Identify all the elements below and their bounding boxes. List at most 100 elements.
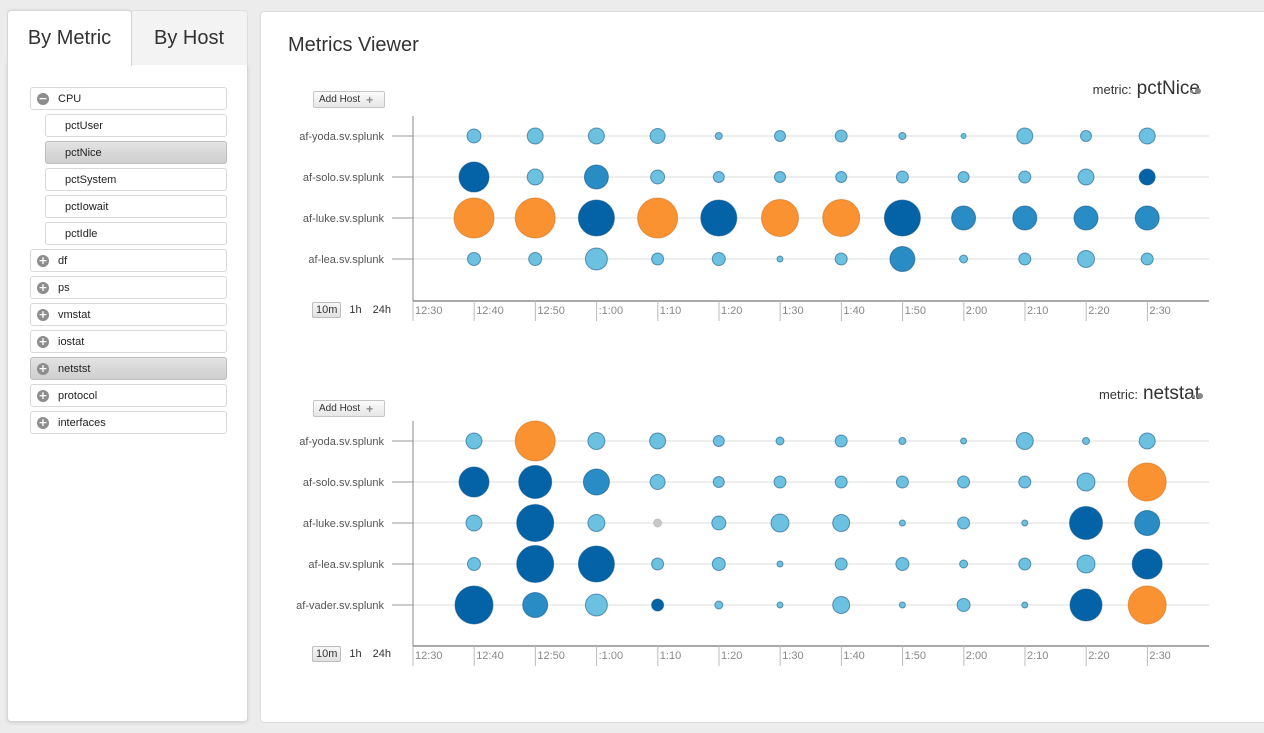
- expand-icon[interactable]: +: [37, 307, 49, 321]
- bubble-af-luke-9: [1021, 519, 1029, 527]
- tab-by-host[interactable]: By Host: [130, 10, 248, 65]
- range-24h-button[interactable]: 24h: [372, 304, 392, 316]
- bubble-af-luke-2: [577, 199, 615, 237]
- host-label: af-solo.sv.splunk: [303, 172, 385, 184]
- options-dots-icon[interactable]: [1192, 393, 1204, 399]
- bubble-af-yoda-2: [587, 127, 605, 145]
- bubble-af-luke-6: [822, 199, 861, 237]
- bubble-af-yoda-5: [775, 436, 785, 446]
- x-tick-label: 1:10: [660, 305, 681, 317]
- expand-icon[interactable]: +: [37, 280, 49, 294]
- bubble-af-vader-7: [898, 601, 906, 609]
- expand-icon[interactable]: +: [37, 253, 49, 267]
- bubble-af-yoda-5: [774, 130, 786, 142]
- bubble-af-luke-4: [711, 515, 727, 531]
- range-10m-button[interactable]: 10m: [312, 646, 342, 662]
- x-tick-label: 2:00: [966, 650, 987, 662]
- x-tick-label: 12:30: [415, 305, 443, 317]
- range-24h-button[interactable]: 24h: [372, 648, 392, 660]
- bubble-af-luke-7: [898, 519, 906, 527]
- plus-icon: +: [366, 92, 374, 107]
- bubble-af-lea-1: [528, 252, 543, 266]
- tree-item-ps[interactable]: + ps: [30, 276, 227, 299]
- tree-item-interfaces[interactable]: + interfaces: [30, 411, 227, 434]
- bubble-af-solo-5: [773, 475, 787, 489]
- tree-item-netstst[interactable]: + netstst: [30, 357, 227, 380]
- x-tick-label: 12:40: [476, 305, 504, 317]
- bubble-af-solo-8: [957, 475, 971, 489]
- bubble-af-yoda-2: [587, 432, 606, 450]
- bubble-af-lea-11: [1140, 252, 1154, 266]
- bubble-af-lea-0: [467, 252, 481, 266]
- range-1h-button[interactable]: 1h: [349, 304, 362, 316]
- bubble-af-yoda-6: [834, 434, 848, 448]
- x-tick-label: 2:20: [1088, 650, 1109, 662]
- bubble-af-lea-4: [711, 252, 726, 266]
- bubble-af-solo-1: [526, 168, 544, 186]
- bubble-af-yoda-8: [960, 133, 967, 139]
- tree-item-label: pctUser: [65, 119, 103, 132]
- bubble-af-yoda-4: [712, 435, 725, 447]
- add-host-button[interactable]: Add Host +: [313, 400, 385, 417]
- tree-item-pctidle[interactable]: pctIdle: [45, 222, 227, 245]
- collapse-icon[interactable]: −: [37, 91, 49, 105]
- expand-icon[interactable]: +: [37, 361, 49, 375]
- bubble-af-solo-4: [712, 171, 725, 183]
- tree-item-protocol[interactable]: + protocol: [30, 384, 227, 407]
- bubble-af-yoda-7: [898, 437, 907, 445]
- bubble-af-luke-8: [951, 205, 977, 231]
- bubble-af-solo-2: [582, 468, 610, 496]
- tab-by-host-label: By Host: [153, 26, 225, 49]
- expand-icon[interactable]: +: [37, 415, 49, 429]
- bubble-af-solo-10: [1077, 168, 1095, 186]
- x-tick-label: 1:20: [721, 305, 742, 317]
- bubble-af-yoda-0: [466, 128, 482, 144]
- page-title: Metrics Viewer: [288, 34, 419, 56]
- tree-item-iostat[interactable]: + iostat: [30, 330, 227, 353]
- tab-by-metric[interactable]: By Metric: [7, 10, 132, 66]
- bubble-af-lea-10: [1077, 250, 1095, 268]
- bubble-af-lea-1: [516, 545, 555, 583]
- tree-item-pctiowait[interactable]: pctIowait: [45, 195, 227, 218]
- bubble-af-luke-2: [587, 514, 606, 532]
- tree-item-pctuser[interactable]: pctUser: [45, 114, 227, 137]
- x-tick-label: 1:50: [905, 650, 926, 662]
- tree-item-df[interactable]: + df: [30, 249, 227, 272]
- tree-item-label: iostat: [58, 335, 85, 348]
- chart-1-metric-label: metric: pctNice: [1093, 78, 1200, 100]
- bubble-af-lea-0: [467, 557, 481, 571]
- range-1h-button[interactable]: 1h: [349, 648, 362, 660]
- x-tick-label: 2:10: [1027, 650, 1048, 662]
- bubble-af-solo-6: [834, 475, 848, 489]
- expand-icon[interactable]: +: [37, 334, 49, 348]
- options-dots-icon[interactable]: [1190, 88, 1202, 94]
- tree-item-pctnice[interactable]: pctNice: [45, 141, 227, 164]
- chart-2-metric-label: metric: netstat: [1099, 383, 1200, 405]
- bubble-af-yoda-7: [898, 132, 907, 140]
- expand-icon[interactable]: +: [37, 388, 49, 402]
- bubble-af-solo-9: [1018, 170, 1032, 184]
- range-10m-button[interactable]: 10m: [312, 302, 342, 318]
- x-tick-label: 1:10: [660, 650, 681, 662]
- tree-item-label: CPU: [58, 92, 82, 105]
- x-tick-label: 1:50: [905, 305, 926, 317]
- bubble-af-lea-8: [959, 559, 969, 569]
- bubble-af-solo-1: [518, 465, 553, 499]
- metric-prefix: metric:: [1098, 387, 1138, 402]
- tree-item-label: netstst: [58, 362, 91, 375]
- bubble-af-solo-11: [1127, 462, 1167, 502]
- bubble-af-vader-8: [956, 598, 971, 612]
- tree-item-vmstat[interactable]: + vmstat: [30, 303, 227, 326]
- x-tick-label: 12:50: [537, 650, 565, 662]
- x-tick-label: 2:10: [1027, 305, 1048, 317]
- bubble-af-solo-11: [1138, 168, 1156, 186]
- bubble-af-luke-3: [637, 197, 679, 239]
- tree-item-label: pctSystem: [65, 173, 117, 186]
- bubble-af-luke-10: [1073, 205, 1099, 231]
- tree-item-pctsystem[interactable]: pctSystem: [45, 168, 227, 191]
- add-host-button[interactable]: Add Host +: [313, 91, 385, 108]
- bubble-af-solo-10: [1076, 472, 1096, 492]
- bubble-af-solo-8: [957, 171, 970, 183]
- bubble-af-lea-10: [1076, 554, 1096, 574]
- tree-item-cpu[interactable]: − CPU: [30, 87, 227, 110]
